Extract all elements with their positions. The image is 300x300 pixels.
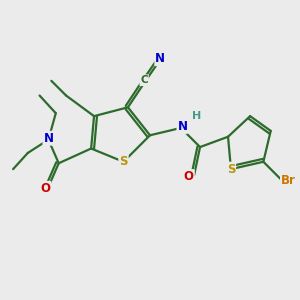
Text: O: O [40,182,50,195]
Text: S: S [119,155,128,168]
Text: N: N [155,52,165,65]
Text: N: N [44,132,53,145]
Text: H: H [192,110,201,121]
Text: N: N [177,120,188,133]
Text: O: O [184,170,194,183]
Text: S: S [227,163,235,176]
Text: Br: Br [281,174,296,188]
Text: C: C [140,75,148,85]
